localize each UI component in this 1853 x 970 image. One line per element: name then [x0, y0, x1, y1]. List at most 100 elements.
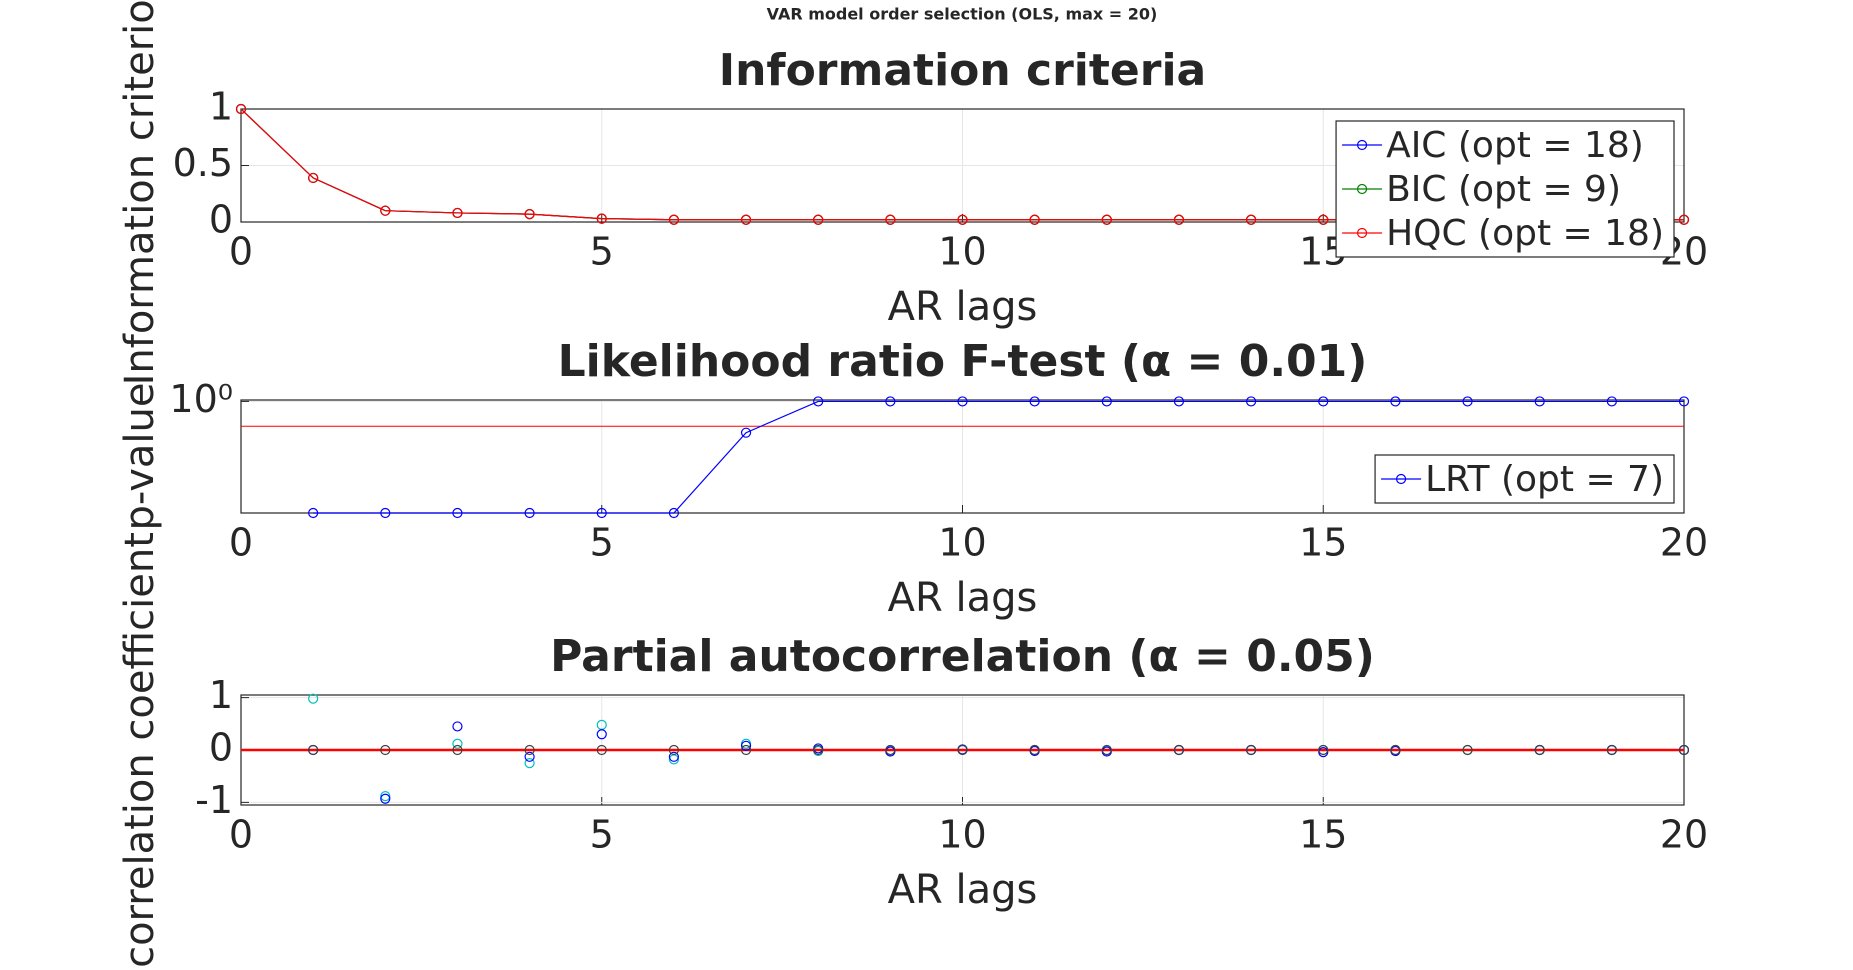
- marker: [524, 744, 535, 756]
- x-tick-label: 10: [938, 813, 986, 857]
- marker: [308, 693, 319, 704]
- legend: LRT (opt = 7): [1374, 454, 1675, 504]
- marker: [1101, 744, 1112, 756]
- y-tick-label: -1: [195, 778, 233, 822]
- marker: [1318, 214, 1329, 225]
- marker: [1606, 744, 1617, 756]
- marker: [308, 744, 319, 756]
- marker: [1029, 214, 1040, 225]
- marker: [1462, 744, 1473, 756]
- marker: [524, 507, 535, 519]
- legend-label: AIC (opt = 18): [1386, 125, 1644, 166]
- marker: [1678, 744, 1690, 756]
- marker: [380, 793, 391, 804]
- marker: [885, 744, 896, 756]
- x-tick-label: 0: [229, 813, 253, 857]
- x-tick-label: 0: [229, 230, 253, 274]
- marker: [596, 744, 607, 756]
- marker: [1173, 744, 1185, 756]
- marker: [740, 427, 752, 438]
- marker: [740, 740, 752, 751]
- marker: [1318, 744, 1329, 756]
- legend-marker: [1356, 139, 1368, 151]
- y-tick-label: 10⁰: [169, 377, 233, 421]
- legend-marker: [1356, 227, 1368, 239]
- marker: [957, 744, 968, 756]
- x-tick-label: 10: [938, 230, 986, 274]
- y-tick-label: 0.5: [173, 141, 233, 185]
- marker: [1173, 214, 1185, 225]
- marker: [524, 757, 535, 769]
- marker: [1101, 214, 1112, 225]
- chart-title: Likelihood ratio F-test (α = 0.01): [558, 336, 1368, 387]
- marker: [1029, 744, 1040, 756]
- marker: [596, 507, 607, 519]
- y-tick-label: 1: [209, 85, 233, 129]
- x-tick-label: 20: [1660, 813, 1708, 857]
- figure-title: VAR model order selection (OLS, max = 20…: [767, 5, 1158, 24]
- marker: [380, 790, 391, 802]
- marker: [235, 103, 247, 115]
- marker: [380, 507, 391, 519]
- marker: [813, 744, 824, 756]
- marker: [1678, 214, 1690, 225]
- marker: [1318, 396, 1329, 407]
- marker: [1029, 396, 1040, 407]
- marker: [596, 729, 607, 740]
- chart-title: Partial autocorrelation (α = 0.05): [550, 631, 1375, 682]
- y-axis-label: Information criterion (: [117, 0, 163, 385]
- marker: [1534, 396, 1545, 407]
- marker: [380, 744, 391, 756]
- x-tick-label: 15: [1299, 521, 1347, 565]
- marker: [1534, 744, 1545, 756]
- y-tick-label: 0: [209, 198, 233, 242]
- marker: [740, 214, 752, 225]
- y-tick-label: 0: [209, 726, 233, 770]
- marker: [524, 208, 535, 220]
- y-axis-label: p-value: [117, 382, 163, 530]
- marker: [668, 751, 680, 762]
- y-axis-label: correlation coefficient: [117, 532, 163, 968]
- marker: [1245, 396, 1257, 407]
- marker: [885, 214, 896, 225]
- x-tick-label: 5: [590, 521, 614, 565]
- marker: [1390, 744, 1401, 756]
- marker: [668, 214, 680, 225]
- x-axis-label: AR lags: [888, 284, 1038, 330]
- legend-label: LRT (opt = 7): [1425, 459, 1664, 500]
- marker: [524, 751, 535, 762]
- marker: [1462, 396, 1473, 407]
- marker: [957, 396, 968, 407]
- marker: [308, 507, 319, 519]
- marker: [668, 507, 680, 519]
- x-tick-label: 20: [1660, 521, 1708, 565]
- chart-title: Information criteria: [719, 45, 1207, 96]
- marker: [1245, 744, 1257, 756]
- x-tick-label: 10: [938, 521, 986, 565]
- marker: [452, 721, 463, 732]
- legend-box: [1374, 454, 1675, 504]
- axes-box: [240, 399, 1685, 514]
- legend-marker: [1356, 183, 1368, 195]
- axes-box: [240, 108, 1685, 223]
- marker: [308, 172, 319, 184]
- marker: [740, 744, 752, 756]
- legend-marker: [1395, 473, 1407, 485]
- marker: [1173, 396, 1185, 407]
- marker: [813, 396, 824, 407]
- marker: [380, 205, 391, 216]
- marker: [596, 213, 607, 224]
- legend: AIC (opt = 18)BIC (opt = 9)HQC (opt = 18…: [1335, 120, 1675, 258]
- marker: [957, 214, 968, 225]
- x-tick-label: 5: [590, 230, 614, 274]
- legend-label: BIC (opt = 9): [1386, 169, 1621, 210]
- marker: [1101, 396, 1112, 407]
- marker: [452, 738, 463, 749]
- legend-box: [1335, 120, 1675, 258]
- marker: [1245, 214, 1257, 225]
- marker: [1390, 396, 1401, 407]
- y-tick-label: 1: [209, 673, 233, 717]
- x-tick-label: 0: [229, 521, 253, 565]
- marker: [452, 507, 463, 519]
- x-tick-label: 5: [590, 813, 614, 857]
